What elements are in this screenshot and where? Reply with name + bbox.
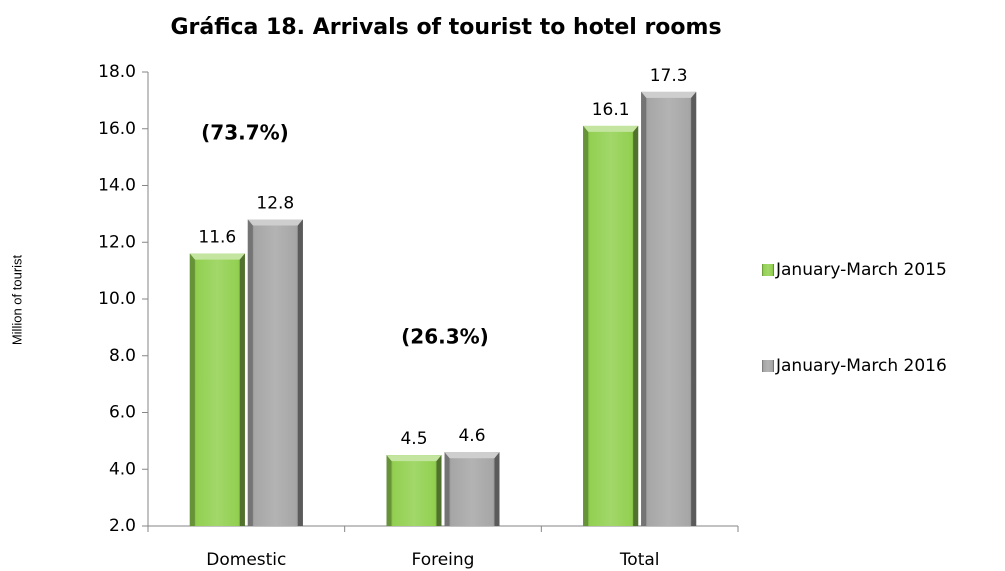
bar-bevel [583,125,589,526]
bar-bevel [641,91,647,527]
value-label: 4.5 [400,429,427,449]
chart-title: Gráfica 18. Arrivals of tourist to hotel… [170,15,721,40]
value-label: 11.6 [198,228,236,248]
legend-swatch [762,360,774,372]
bar-bevel [444,452,450,526]
x-tick-label: Foreing [412,550,475,570]
value-label: 12.8 [256,194,294,214]
value-label: 16.1 [592,100,630,120]
bar-bevel [494,452,500,526]
y-tick-label: 16.0 [98,119,136,139]
bar [189,253,245,526]
y-axis-label: Million of tourist [9,254,24,345]
bar-bevel [444,452,500,459]
legend-label: January-March 2015 [775,260,947,280]
bar-bevel [189,253,195,526]
value-label: 17.3 [650,66,688,86]
bar [247,219,303,527]
bar [641,91,697,527]
bar-bevel [386,455,442,462]
bar-bevel [189,253,245,260]
y-tick-label: 12.0 [98,232,136,252]
bar-bevel [297,219,303,527]
bar-bevel [436,455,442,526]
bar-bevel [583,125,639,132]
y-tick-label: 18.0 [98,62,136,82]
bar-bevel [247,219,253,527]
y-tick-label: 10.0 [98,289,136,309]
x-tick-label: Domestic [206,550,286,570]
x-tick-label: Total [619,550,660,570]
bar-bevel [247,219,303,226]
annotation: (73.7%) [201,121,289,145]
bar-bevel [386,455,392,526]
bar-bevel [691,91,697,527]
y-tick-label: 6.0 [109,403,136,423]
legend-label: January-March 2016 [775,356,947,376]
annotation: (26.3%) [401,325,489,349]
y-tick-label: 2.0 [109,516,136,536]
legend-swatch [762,264,774,276]
y-tick-label: 4.0 [109,459,136,479]
bar [444,452,500,526]
bar [386,455,442,526]
y-tick-label: 14.0 [98,176,136,196]
y-tick-label: 8.0 [109,346,136,366]
bar-bevel [633,125,639,526]
value-label: 4.6 [458,426,485,446]
bar [583,125,639,526]
bar-bevel [641,91,697,98]
bar-bevel [239,253,245,526]
